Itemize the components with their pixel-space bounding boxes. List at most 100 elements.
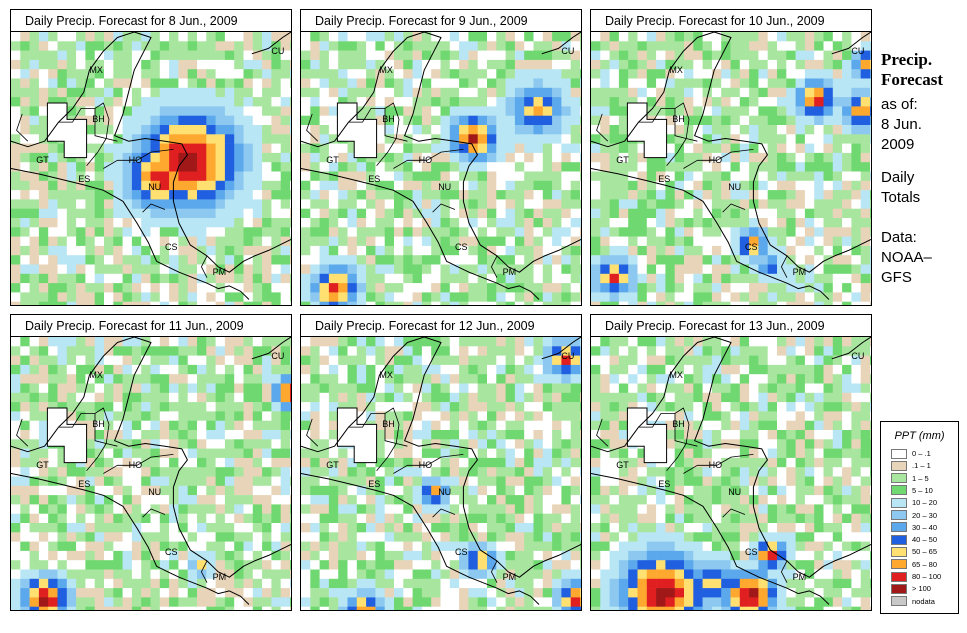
legend-item: 30 – 40 xyxy=(891,522,937,533)
region-label-bh: BH xyxy=(92,113,105,124)
legend-label: .1 – 1 xyxy=(912,461,931,471)
region-label-cu: CU xyxy=(561,45,575,56)
country-border xyxy=(306,113,319,142)
panel-title: Daily Precip. Forecast for 8 Jun., 2009 xyxy=(11,10,291,32)
coastline xyxy=(301,337,581,578)
country-border xyxy=(722,203,746,213)
region-label-mx: MX xyxy=(89,64,103,75)
precip-grid xyxy=(591,32,871,305)
country-border xyxy=(596,418,609,447)
region-label-es: ES xyxy=(78,478,91,489)
country-border xyxy=(674,102,690,139)
country-border xyxy=(491,560,498,583)
legend-swatch xyxy=(891,510,907,520)
region-label-pm: PM xyxy=(792,266,807,277)
coastline xyxy=(591,32,871,273)
region-label-gt: GT xyxy=(616,154,629,165)
country-border xyxy=(201,560,208,583)
legend-item: > 100 xyxy=(891,583,931,594)
land-mask xyxy=(336,102,378,159)
region-label-bh: BH xyxy=(672,418,685,429)
map-panel-8-jun: Daily Precip. Forecast for 8 Jun., 2009 … xyxy=(10,9,292,306)
legend-item: 20 – 30 xyxy=(891,510,937,521)
legend-item: 40 – 50 xyxy=(891,534,937,545)
panel-title: Daily Precip. Forecast for 13 Jun., 2009 xyxy=(591,315,871,337)
region-label-mx: MX xyxy=(89,369,103,380)
coastline-pacific xyxy=(591,473,830,605)
region-label-cs: CS xyxy=(745,242,758,253)
data-source-block: Data: NOAA– GFS xyxy=(881,228,932,288)
region-label-bh: BH xyxy=(382,418,395,429)
coastline xyxy=(11,32,291,273)
legend-label: 80 – 100 xyxy=(912,572,942,581)
legend-label: 0 – .1 xyxy=(912,449,931,458)
legend-item: nodata xyxy=(891,596,935,607)
country-border xyxy=(683,149,754,169)
region-label-pm: PM xyxy=(212,571,227,582)
region-label-nu: NU xyxy=(438,487,452,498)
coastline-cuba xyxy=(831,337,871,360)
country-border xyxy=(384,102,400,139)
data-label: Data: xyxy=(881,229,917,246)
region-label-bh: BH xyxy=(382,113,395,124)
legend-item: 65 – 80 xyxy=(891,559,937,570)
region-label-ho: HO xyxy=(708,154,723,165)
country-border xyxy=(58,413,107,444)
legend-swatch xyxy=(891,596,907,607)
legend-label: 40 – 50 xyxy=(912,535,938,545)
side-heading: Precip. Forecast xyxy=(881,50,943,90)
country-border xyxy=(103,454,174,474)
land-mask xyxy=(46,102,88,159)
coastline-pacific xyxy=(11,473,250,605)
legend-title: PPT (mm) xyxy=(894,430,945,442)
legend-label: nodata xyxy=(912,596,935,606)
map-panel-10-jun: Daily Precip. Forecast for 10 Jun., 2009… xyxy=(590,9,872,306)
legend-label: 10 – 20 xyxy=(912,498,938,508)
panel-title: Daily Precip. Forecast for 10 Jun., 2009 xyxy=(591,10,871,32)
country-border xyxy=(666,138,698,167)
precip-grid xyxy=(301,337,581,610)
region-label-nu: NU xyxy=(728,182,742,193)
region-label-nu: NU xyxy=(728,487,742,498)
region-label-ho: HO xyxy=(128,154,143,165)
region-label-gt: GT xyxy=(36,154,49,165)
region-label-ho: HO xyxy=(128,459,143,470)
region-label-nu: NU xyxy=(148,487,162,498)
panel-title: Daily Precip. Forecast for 9 Jun., 2009 xyxy=(301,10,581,32)
country-border xyxy=(722,508,746,518)
region-label-ho: HO xyxy=(418,154,433,165)
coastline-cuba xyxy=(541,337,581,360)
coastline-cuba xyxy=(831,32,871,55)
region-label-gt: GT xyxy=(616,459,629,470)
country-border xyxy=(781,255,788,278)
region-label-mx: MX xyxy=(379,369,393,380)
country-border xyxy=(58,108,107,139)
legend-swatch xyxy=(891,485,907,496)
region-label-cu: CU xyxy=(851,350,865,361)
land-mask xyxy=(336,407,378,464)
region-label-pm: PM xyxy=(792,571,807,582)
region-label-cs: CS xyxy=(165,547,178,558)
country-border xyxy=(376,443,408,472)
legend-label: 5 – 10 xyxy=(912,485,933,495)
country-border xyxy=(384,407,400,444)
region-label-es: ES xyxy=(658,173,671,184)
totals-label: Totals xyxy=(881,189,921,206)
country-border xyxy=(638,413,687,444)
land-mask xyxy=(626,102,668,159)
region-label-nu: NU xyxy=(438,182,452,193)
region-label-mx: MX xyxy=(669,369,683,380)
side-heading-line1: Precip. xyxy=(881,50,933,69)
country-border xyxy=(142,203,166,213)
region-label-mx: MX xyxy=(669,64,683,75)
region-label-cs: CS xyxy=(455,547,468,558)
legend-label: 50 – 65 xyxy=(912,547,938,557)
country-border xyxy=(666,443,698,472)
source-gfs: GFS xyxy=(881,269,912,286)
country-border xyxy=(86,138,118,167)
panel-title: Daily Precip. Forecast for 11 Jun., 2009 xyxy=(11,315,291,337)
country-border xyxy=(16,113,29,142)
country-border xyxy=(103,149,174,169)
legend-item: 0 – .1 xyxy=(891,448,931,459)
land-mask xyxy=(626,407,668,464)
